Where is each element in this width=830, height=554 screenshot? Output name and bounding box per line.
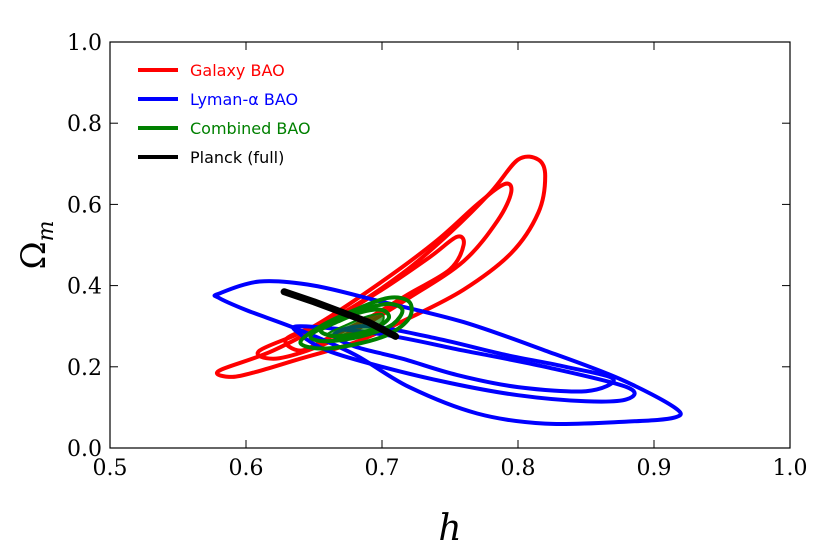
y-axis-label-sub: m xyxy=(34,220,59,241)
contour-line-series-2 xyxy=(298,295,414,351)
x-tick-label: 1.0 xyxy=(773,456,808,481)
y-tick-label: 0.0 xyxy=(67,437,102,462)
y-tick-label: 0.4 xyxy=(67,275,102,300)
y-tick-label: 0.6 xyxy=(67,193,102,218)
legend-label: Combined BAO xyxy=(190,119,311,138)
svg-text:Ωm: Ωm xyxy=(14,220,59,269)
y-tick-label: 0.8 xyxy=(67,112,102,137)
y-tick-label: 1.0 xyxy=(67,31,102,56)
x-tick-label: 0.7 xyxy=(365,456,400,481)
contour-line-series-0 xyxy=(215,154,548,379)
planck-constraint-band xyxy=(280,288,400,340)
x-tick-label: 0.5 xyxy=(93,456,128,481)
y-tick-label: 0.2 xyxy=(67,356,102,381)
contour-layer xyxy=(212,154,683,427)
legend-label: Planck (full) xyxy=(190,148,284,167)
tick-layer: 0.5 0.6 0.7 0.8 0.9 1.0 0.0 0.2 0.4 0.6 0.8 1.0 xyxy=(67,31,808,481)
x-axis-label: h xyxy=(438,508,461,549)
contour-line-series-1 xyxy=(291,324,637,404)
y-axis-label-base: Ω xyxy=(14,241,54,269)
x-tick-label: 0.9 xyxy=(637,456,672,481)
y-axis-label: Ωm xyxy=(14,220,59,269)
plot-frame xyxy=(109,41,791,449)
legend-label: Lyman-α BAO xyxy=(190,90,298,109)
contour-line-series-1 xyxy=(212,279,683,427)
x-tick-label: 0.6 xyxy=(229,456,264,481)
legend: Galaxy BAO Lyman-α BAO Combined BAO Planck … xyxy=(138,61,311,167)
x-tick-label: 0.8 xyxy=(501,456,536,481)
legend-label: Galaxy BAO xyxy=(190,61,285,80)
